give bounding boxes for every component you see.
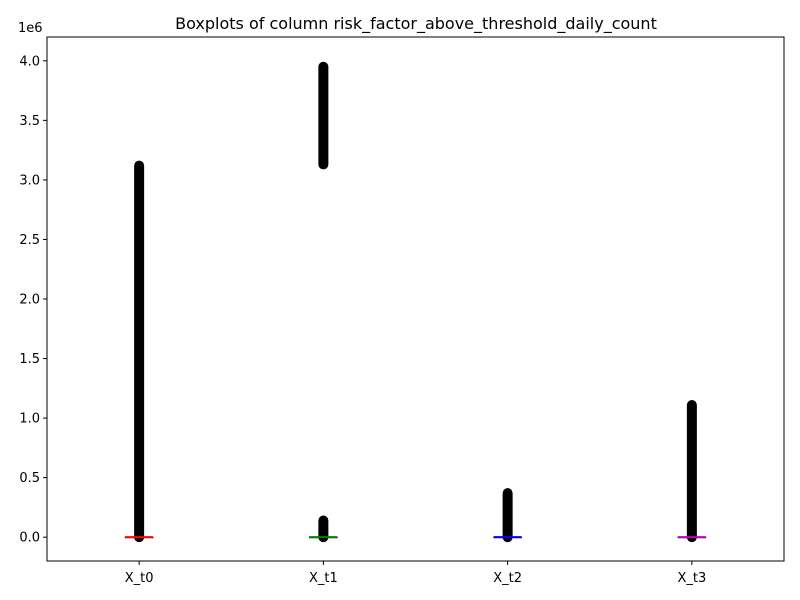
y-tick-label: 3.5 (19, 114, 40, 129)
x-axis: X_t0 X_t1 X_t2 X_t3 (125, 561, 706, 586)
y-axis-offset-label: 1e6 (18, 21, 43, 36)
y-tick-label: 2.0 (19, 293, 40, 308)
y-tick-label: 0.5 (19, 471, 40, 486)
y-axis: 0.0 0.5 1.0 1.5 2.0 2.5 3.0 3.5 4.0 (19, 54, 47, 546)
y-tick-label: 1.0 (19, 412, 40, 427)
y-tick-label: 2.5 (19, 233, 40, 248)
y-tick-label: 4.0 (19, 54, 40, 69)
x-tick-label: X_t2 (493, 571, 522, 586)
box-group-x-t3 (677, 399, 707, 543)
chart-title: Boxplots of column risk_factor_above_thr… (175, 14, 657, 34)
box-group-x-t2 (493, 488, 522, 543)
x-tick-label: X_t1 (309, 571, 338, 586)
boxplot-series (124, 61, 707, 543)
y-tick-label: 3.0 (19, 173, 40, 188)
box-group-x-t0 (124, 160, 154, 543)
plot-frame (46, 36, 785, 562)
x-tick-label: X_t3 (677, 571, 706, 586)
y-tick-label: 0.0 (19, 531, 40, 546)
box-group-x-t1 (309, 61, 338, 543)
x-tick-label: X_t0 (125, 571, 154, 586)
y-tick-label: 1.5 (19, 352, 40, 367)
